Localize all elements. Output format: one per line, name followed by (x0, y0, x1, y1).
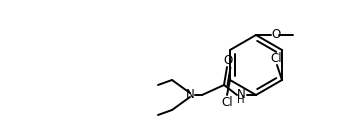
Text: O: O (223, 54, 233, 67)
Text: N: N (236, 87, 245, 100)
Text: Cl: Cl (221, 95, 233, 108)
Text: N: N (185, 88, 194, 102)
Text: Cl: Cl (270, 51, 282, 64)
Text: H: H (237, 95, 245, 105)
Text: O: O (272, 29, 281, 42)
